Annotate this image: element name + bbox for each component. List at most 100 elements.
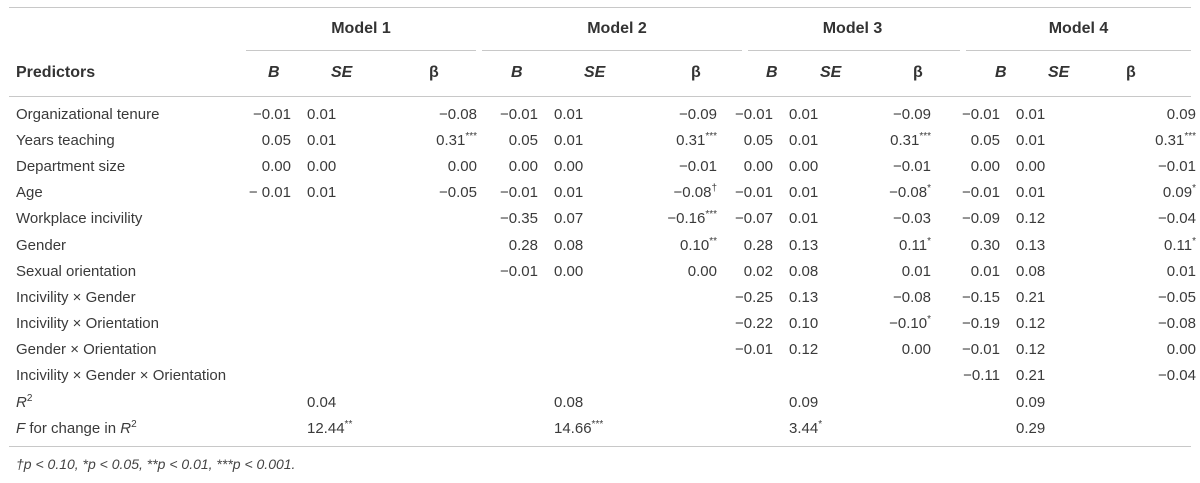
col-beta-2: β xyxy=(691,64,701,81)
value-cell xyxy=(542,363,606,389)
value-cell xyxy=(606,311,721,337)
value-cell xyxy=(542,311,606,337)
value-cell: 0.01 xyxy=(1016,184,1046,202)
value-cell: 0.09 xyxy=(789,393,819,411)
value-cell: 0.12 xyxy=(1016,341,1046,359)
value-cell: −0.05 xyxy=(1158,288,1196,306)
value-cell xyxy=(606,363,721,389)
predictor-label: Gender xyxy=(16,236,67,254)
table-row: Workplace incivility −0.35 0.07 −0.16*** −0.… xyxy=(0,206,1200,232)
value-cell: −0.01 xyxy=(500,105,538,123)
value-cell: 0.08 xyxy=(554,236,584,254)
value-cell xyxy=(365,258,481,284)
value-cell xyxy=(295,337,365,363)
predictor-label: Years teaching xyxy=(16,131,115,149)
value-cell xyxy=(295,284,365,310)
value-cell: 0.00 xyxy=(1016,157,1046,175)
value-cell: −0.08* xyxy=(889,183,931,202)
value-cell: −0.04 xyxy=(1158,367,1196,385)
empty-cell xyxy=(935,415,1004,441)
value-cell: 0.01 xyxy=(1016,131,1046,149)
empty-cell xyxy=(481,415,542,441)
value-cell: 0.01 xyxy=(789,131,819,149)
empty-cell xyxy=(365,389,481,415)
col-se-2: SE xyxy=(584,64,606,81)
col-b-1: B xyxy=(268,64,280,81)
value-cell: −0.35 xyxy=(500,210,538,228)
predictor-label: Incivility × Gender × Orientation xyxy=(16,367,227,385)
value-cell: −0.01 xyxy=(1158,157,1196,175)
value-cell: 0.31*** xyxy=(1155,130,1196,149)
value-cell: −0.01 xyxy=(962,105,1000,123)
value-cell xyxy=(365,232,481,258)
empty-cell xyxy=(246,415,295,441)
value-cell: −0.01 xyxy=(500,184,538,202)
col-beta-3: β xyxy=(913,64,923,81)
col-se-3: SE xyxy=(820,64,842,81)
value-cell xyxy=(246,363,295,389)
value-cell: −0.05 xyxy=(439,184,477,202)
value-cell: −0.08† xyxy=(673,183,717,202)
value-cell: 0.08 xyxy=(554,393,584,411)
value-cell: −0.15 xyxy=(962,288,1000,306)
predictors-header: Predictors xyxy=(16,64,96,81)
value-cell: 0.11* xyxy=(899,235,931,254)
value-cell: 0.31*** xyxy=(890,130,931,149)
value-cell xyxy=(481,363,542,389)
empty-cell xyxy=(606,389,721,415)
table-row: Incivility × Orientation −0.22 0.10 −0.10* −… xyxy=(0,311,1200,337)
significance-note: †p < 0.10, *p < 0.05, **p < 0.01, ***p <… xyxy=(16,456,296,472)
value-cell: 0.13 xyxy=(1016,236,1046,254)
predictor-label: Department size xyxy=(16,157,126,175)
value-cell: 0.05 xyxy=(508,131,538,149)
value-cell: 0.02 xyxy=(743,262,773,280)
table-row: Organizational tenure −0.01 0.01 −0.08 −0.01… xyxy=(0,101,1200,127)
empty-cell xyxy=(935,389,1004,415)
predictor-label: R2 xyxy=(16,392,33,411)
value-cell: 0.00 xyxy=(901,341,931,359)
value-cell: 0.09 xyxy=(1166,105,1196,123)
value-cell: −0.01 xyxy=(679,157,717,175)
value-cell: −0.08 xyxy=(1158,315,1196,333)
value-cell xyxy=(295,232,365,258)
model-1-rule xyxy=(246,50,476,51)
value-cell xyxy=(365,337,481,363)
value-cell: 0.00 xyxy=(789,157,819,175)
value-cell: −0.10* xyxy=(889,314,931,333)
value-cell: −0.22 xyxy=(735,315,773,333)
empty-cell xyxy=(481,389,542,415)
value-cell: −0.25 xyxy=(735,288,773,306)
predictor-label: Age xyxy=(16,184,43,202)
value-cell xyxy=(481,311,542,337)
value-cell: 0.01 xyxy=(307,131,337,149)
value-cell: 0.28 xyxy=(743,236,773,254)
empty-cell xyxy=(721,389,777,415)
col-beta-4: β xyxy=(1126,64,1136,81)
col-se-4: SE xyxy=(1048,64,1070,81)
empty-cell xyxy=(365,415,481,441)
value-cell: 3.44* xyxy=(789,418,823,437)
model-4-header: Model 4 xyxy=(1048,20,1109,37)
value-cell: −0.01 xyxy=(253,105,291,123)
table-body: Organizational tenure −0.01 0.01 −0.08 −0.01… xyxy=(0,101,1200,441)
value-cell: 0.10 xyxy=(789,315,819,333)
value-cell: 0.01 xyxy=(789,105,819,123)
value-cell: 0.29 xyxy=(1016,419,1046,437)
col-se-1: SE xyxy=(331,64,353,81)
value-cell: 0.01 xyxy=(554,105,584,123)
f-change-row: F for change in R2 12.44** 14.66*** 3.44* 0.… xyxy=(0,415,1200,441)
value-cell: −0.01 xyxy=(893,157,931,175)
value-cell: 0.10** xyxy=(680,235,717,254)
value-cell xyxy=(721,363,777,389)
model-2-rule xyxy=(482,50,742,51)
table-rows: Organizational tenure −0.01 0.01 −0.08 −0.01… xyxy=(0,101,1200,441)
value-cell: 0.28 xyxy=(508,236,538,254)
predictor-label: Gender × Orientation xyxy=(16,341,157,359)
predictor-label: Incivility × Gender xyxy=(16,288,136,306)
predictor-label: F for change in R2 xyxy=(16,418,137,437)
top-rule xyxy=(9,7,1191,8)
value-cell xyxy=(246,284,295,310)
bottom-rule xyxy=(9,446,1191,447)
header-rule xyxy=(9,96,1191,97)
